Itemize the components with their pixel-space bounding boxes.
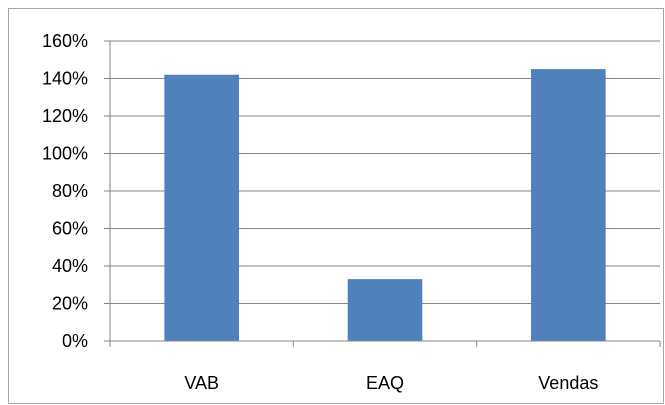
- y-tick-label: 80%: [52, 181, 88, 201]
- x-tick-label-vendas: Vendas: [538, 373, 598, 393]
- y-tick-label: 60%: [52, 219, 88, 239]
- x-tick-label-eaq: EAQ: [366, 373, 404, 393]
- y-tick-label: 100%: [42, 144, 88, 164]
- y-tick-label: 160%: [42, 31, 88, 51]
- x-tick-labels: VAB EAQ Vendas: [184, 373, 598, 393]
- y-tick-label: 0%: [62, 331, 88, 351]
- x-tick-label-vab: VAB: [184, 373, 219, 393]
- bar-vab: [164, 74, 239, 341]
- y-tick-labels: 0% 20% 40% 60% 80% 100% 120% 140% 160%: [42, 31, 88, 351]
- bars: [164, 69, 606, 341]
- y-tick-label: 120%: [42, 106, 88, 126]
- bar-eaq: [347, 279, 423, 341]
- y-tick-label: 140%: [42, 69, 88, 89]
- y-tick-label: 20%: [52, 294, 88, 314]
- y-tick-label: 40%: [52, 256, 88, 276]
- bar-vendas: [531, 69, 606, 341]
- axes: [104, 40, 661, 347]
